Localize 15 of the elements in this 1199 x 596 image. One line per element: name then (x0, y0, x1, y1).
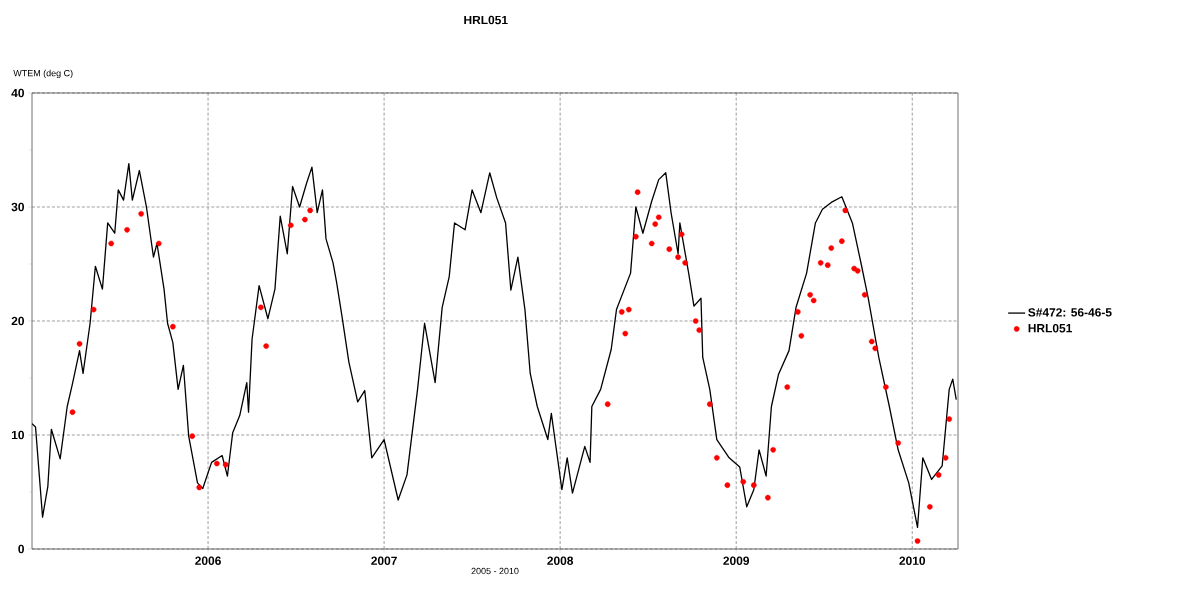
y-tick-label: 30 (11, 202, 24, 212)
y-tick-label: 20 (11, 316, 24, 326)
x-tick-label: 2010 (899, 556, 926, 565)
x-tick-label: 2006 (195, 556, 221, 565)
legend-label: S#472: 56-46-5 (1028, 308, 1112, 317)
x-tick-label: 2008 (547, 556, 574, 565)
legend-label: HRL051 (1028, 323, 1072, 333)
y-tick-label: 40 (11, 88, 24, 98)
x-tick-label: 2007 (371, 556, 397, 565)
chart-title: HRL051 (464, 15, 508, 25)
y-tick-label: 10 (11, 430, 24, 440)
y-tick-label: 0 (18, 544, 24, 554)
x-tick-label: 2009 (723, 556, 750, 565)
x-axis-title: 2005 - 2010 (471, 567, 519, 575)
y-axis-title: WTEM (deg C) (13, 69, 73, 79)
